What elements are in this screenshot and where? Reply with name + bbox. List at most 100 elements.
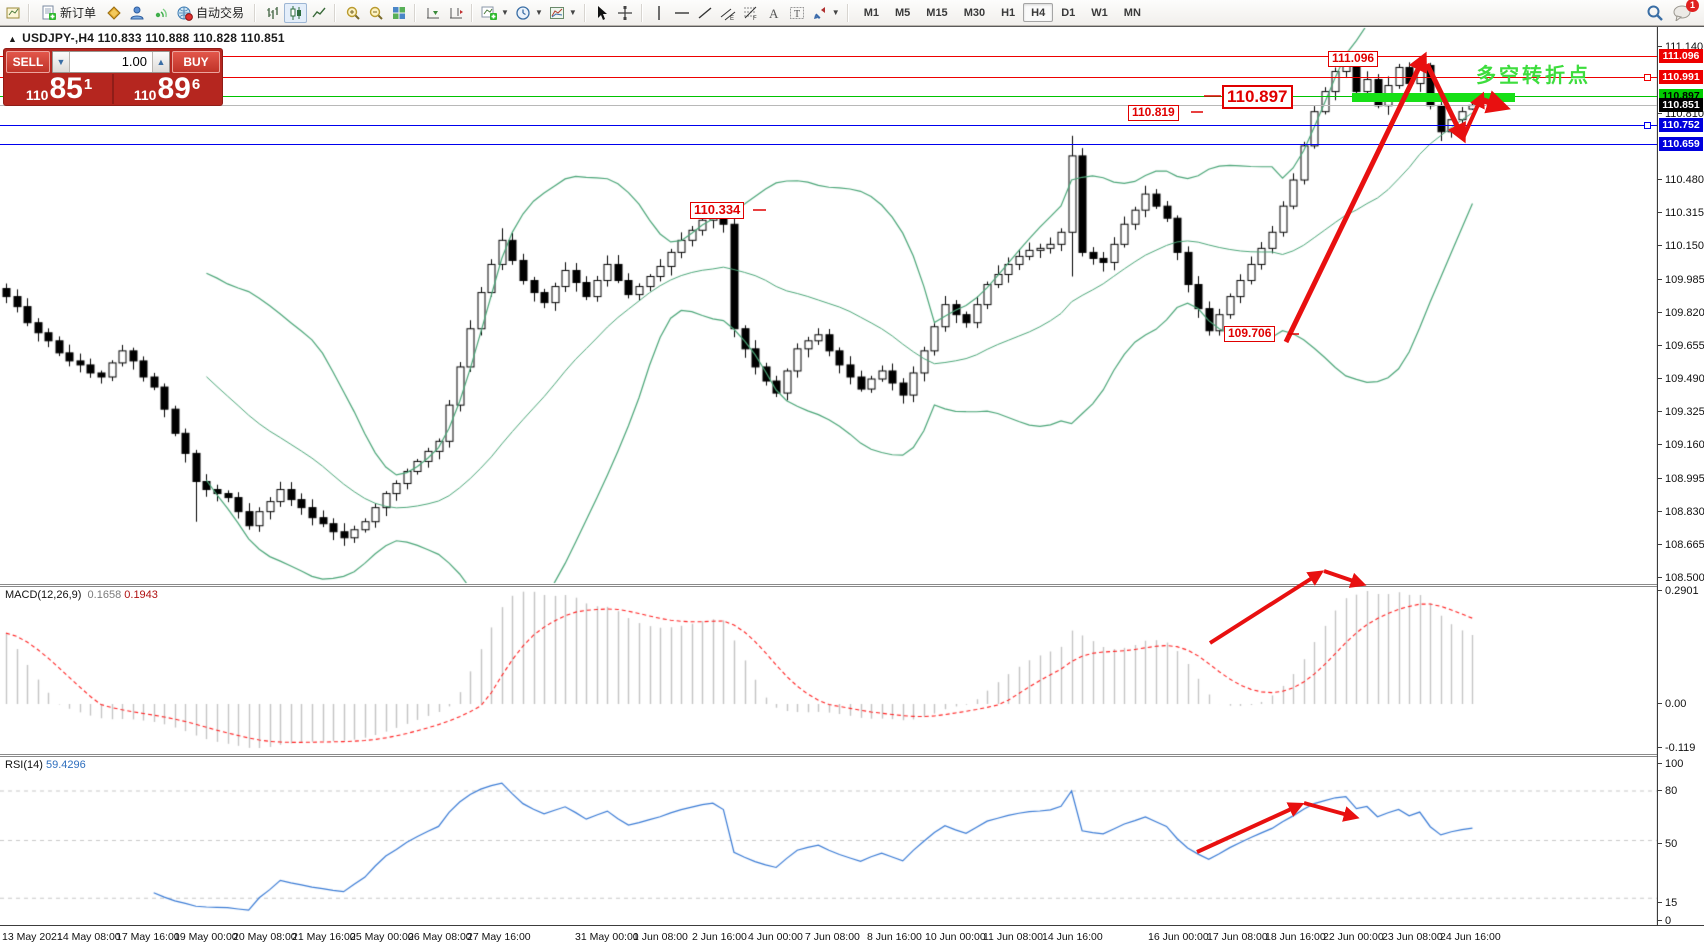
time-scale[interactable]: 13 May 2021 14 May 08:00 17 May 16:00 19 Ma… — [0, 925, 1704, 950]
annotation-label-110.334[interactable]: 110.334 — [690, 202, 745, 219]
vertical-line-button[interactable] — [648, 3, 671, 23]
date-label: 24 Jun 16:00 — [1440, 931, 1501, 943]
arrows-tool-icon — [813, 6, 825, 19]
price-divider — [112, 74, 114, 104]
chinese-annotation[interactable]: 多空转折点 — [1476, 65, 1591, 87]
annotation-label-110.819[interactable]: 110.819 — [1128, 105, 1179, 121]
indicators-button[interactable]: ▼ — [478, 3, 512, 23]
chart-window[interactable]: ▲ USDJPY-,H4 110.833 110.888 110.828 110.… — [0, 26, 1704, 950]
hline-110.659[interactable] — [0, 144, 1657, 146]
date-label: 13 May 2021 — [2, 931, 63, 943]
text-label-icon: T — [790, 6, 805, 20]
toolbar-separator — [638, 3, 646, 22]
date-label: 25 May 00:00 — [350, 931, 414, 943]
collapse-marker-icon[interactable]: ▲ — [8, 34, 18, 44]
annotation-label-110.897[interactable]: 110.897 — [1222, 85, 1293, 109]
new-chart-button[interactable] — [2, 3, 24, 23]
annotation-label-111.096[interactable]: 111.096 — [1328, 51, 1379, 67]
dropdown-caret: ▼ — [831, 8, 840, 17]
timeframe-button-M5[interactable]: M5 — [895, 6, 911, 19]
notification-badge: 1 — [1686, 0, 1699, 12]
horizontal-line-button[interactable] — [671, 3, 694, 23]
timeframe-button-H4[interactable]: H4 — [1023, 3, 1054, 22]
timeframe-button-W1[interactable]: W1 — [1091, 6, 1108, 19]
buy-button[interactable]: BUY — [172, 51, 220, 73]
pane-separator[interactable] — [0, 754, 1704, 755]
buy-price-display[interactable]: 110 89 6 — [114, 74, 220, 104]
signals-button[interactable] — [148, 3, 171, 23]
crosshair-button[interactable] — [614, 3, 637, 23]
toolbar-separator — [844, 3, 852, 22]
timeframe-button-M1[interactable]: M1 — [863, 6, 879, 19]
date-label: 20 May 08:00 — [233, 931, 297, 943]
timeframe-button-H1[interactable]: H1 — [1001, 6, 1016, 19]
sell-price-display[interactable]: 110 85 1 — [6, 74, 112, 104]
hline-110.851[interactable] — [0, 105, 1657, 107]
hline-110.991[interactable] — [0, 77, 1657, 79]
hline-handle[interactable] — [1644, 74, 1651, 82]
vertical-line-icon — [658, 5, 660, 20]
tile-windows-icon — [392, 6, 405, 19]
fibonacci-button[interactable]: F — [740, 3, 763, 23]
candlestick-chart-button[interactable] — [284, 2, 308, 23]
sell-button[interactable]: SELL — [6, 51, 50, 73]
autotrading-label: 自动交易 — [196, 6, 245, 20]
auto-scroll-icon — [426, 7, 439, 18]
line-chart-button[interactable] — [307, 3, 330, 23]
timeframe-button-M15[interactable]: M15 — [926, 6, 948, 19]
indicators-icon — [481, 6, 498, 20]
toolbar: 新订单 自动交易 — [0, 0, 1704, 26]
price-scale[interactable]: 111.140 110.810 110.480 110.315 110.150 109.9… — [1657, 27, 1704, 927]
notifications-button[interactable]: 1 — [1672, 0, 1699, 21]
chart-shift-button[interactable] — [444, 3, 467, 23]
cursor-button[interactable] — [591, 3, 614, 23]
timeframe-button-MN[interactable]: MN — [1123, 6, 1141, 19]
one-click-trading-panel: SELL ▼ 1.00 ▲ BUY 110 85 1 110 89 6 — [3, 48, 223, 106]
new-order-button[interactable]: 新订单 — [35, 3, 102, 23]
date-label: 11 Jun 08:00 — [983, 931, 1043, 943]
price-badge-110.752: 110.752 — [1659, 118, 1703, 133]
tile-windows-button[interactable] — [387, 3, 410, 23]
price-badge-110.991: 110.991 — [1659, 70, 1703, 85]
metaeditor-button[interactable] — [102, 3, 125, 23]
search-icon[interactable] — [1646, 4, 1664, 22]
auto-scroll-button[interactable] — [421, 3, 444, 23]
annotation-label-109.706[interactable]: 109.706 — [1224, 326, 1276, 342]
zoom-out-button[interactable] — [364, 3, 387, 23]
hline-111.096[interactable] — [0, 56, 1657, 58]
equidistant-channel-button[interactable]: E — [717, 3, 740, 23]
rsi-label: RSI(14) 59.4296 — [5, 759, 86, 771]
pane-separator[interactable] — [0, 584, 1704, 585]
trendline-button[interactable] — [694, 3, 717, 23]
cursor-icon — [598, 5, 608, 20]
price-chart-canvas — [0, 27, 1704, 950]
volume-input[interactable]: 1.00 — [70, 52, 152, 72]
bar-chart-button[interactable] — [261, 3, 284, 23]
volume-decrease-button[interactable]: ▼ — [53, 52, 70, 72]
periods-button[interactable]: ▼ — [512, 3, 546, 23]
svg-text:A: A — [769, 6, 779, 21]
hline-110.897[interactable] — [0, 96, 1657, 98]
toolbar-separator — [412, 3, 420, 22]
date-label: 14 May 08:00 — [57, 931, 121, 943]
timeframe-button-M30[interactable]: M30 — [963, 6, 986, 19]
timeframe-button-D1[interactable]: D1 — [1061, 6, 1076, 19]
buy-price-big: 89 — [157, 72, 191, 105]
text-label-button[interactable]: T — [786, 3, 809, 23]
templates-button[interactable]: ▼ — [546, 3, 580, 23]
signals-icon — [155, 7, 167, 17]
text-button[interactable]: A — [763, 3, 786, 23]
chart-shift-icon — [449, 7, 463, 18]
arrows-tool-button[interactable]: ▼ — [809, 3, 843, 23]
hline-handle[interactable] — [1644, 122, 1651, 130]
autotrading-button[interactable]: 自动交易 — [171, 3, 250, 23]
price-badge-110.659: 110.659 — [1659, 137, 1703, 152]
zoom-in-button[interactable] — [341, 3, 364, 23]
hline-110.752[interactable] — [0, 125, 1657, 127]
volume-increase-button[interactable]: ▲ — [152, 52, 169, 72]
svg-text:F: F — [753, 16, 757, 21]
new-chart-icon — [6, 7, 20, 18]
highlight-zone[interactable] — [1352, 93, 1515, 102]
virtual-hosting-button[interactable] — [125, 3, 148, 23]
dropdown-caret: ▼ — [501, 8, 509, 17]
